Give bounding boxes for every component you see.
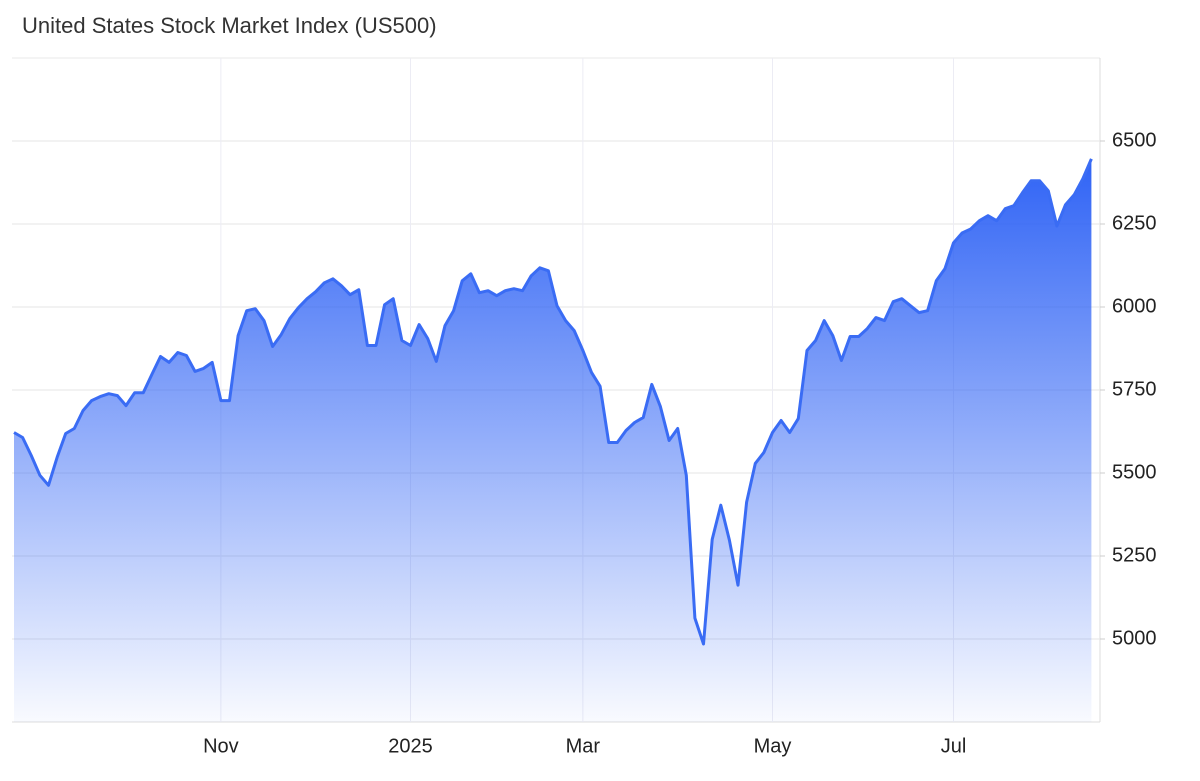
y-tick-label: 5250 — [1112, 544, 1157, 566]
y-tick-label: 6250 — [1112, 212, 1157, 234]
x-tick-label: Mar — [566, 735, 601, 757]
y-tick-label: 6000 — [1112, 295, 1157, 317]
x-tick-label: May — [754, 735, 792, 757]
x-tick-label: 2025 — [388, 735, 433, 757]
y-tick-label: 5500 — [1112, 461, 1157, 483]
y-tick-label: 5750 — [1112, 378, 1157, 400]
chart-title: United States Stock Market Index (US500) — [22, 13, 437, 38]
y-tick-label: 6500 — [1112, 129, 1157, 151]
x-tick-label: Jul — [941, 735, 967, 757]
line — [13, 158, 1093, 646]
y-tick-label: 5000 — [1112, 627, 1157, 649]
x-tick-label: Nov — [203, 735, 239, 757]
area — [14, 158, 1092, 722]
